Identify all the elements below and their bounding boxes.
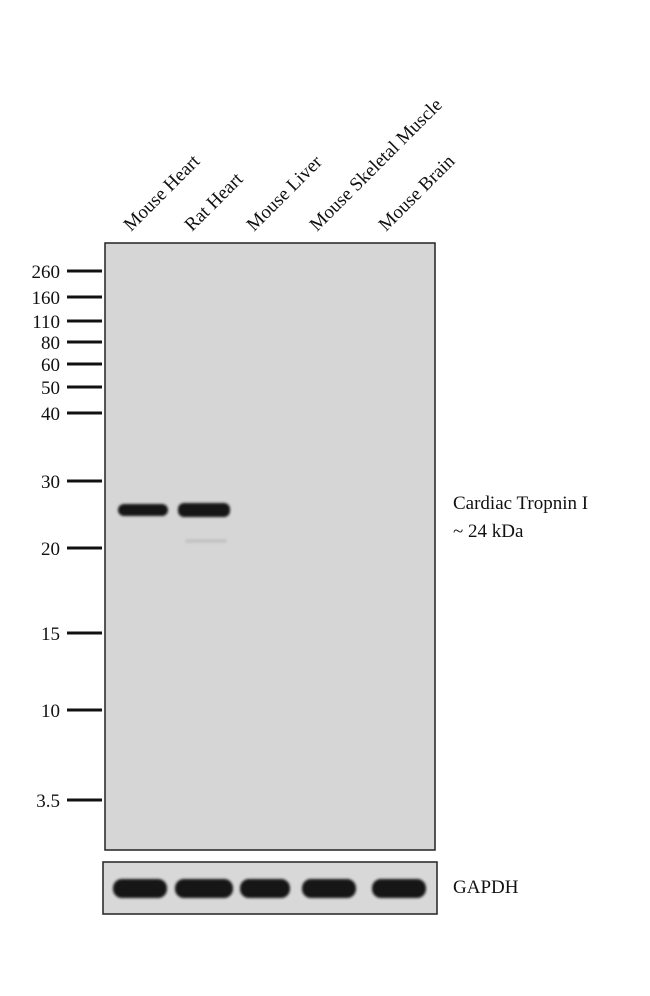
marker-label: 160 [32, 288, 61, 309]
gapdh-band [175, 879, 233, 898]
target-name: Cardiac Tropnin I [453, 493, 588, 514]
band [118, 504, 168, 516]
loading-control-label: GAPDH [453, 877, 519, 898]
marker-label: 30 [41, 472, 60, 493]
marker-label: 40 [41, 404, 60, 425]
marker-label: 60 [41, 355, 60, 376]
target-size: ~ 24 kDa [453, 521, 524, 542]
gapdh-band [240, 879, 290, 898]
marker-label: 10 [41, 701, 60, 722]
gapdh-band [372, 879, 426, 898]
marker-label: 80 [41, 333, 60, 354]
band [178, 503, 230, 517]
marker-label: 20 [41, 539, 60, 560]
marker-label: 110 [32, 312, 60, 333]
gapdh-band [302, 879, 356, 898]
marker-label: 50 [41, 378, 60, 399]
marker-label: 3.5 [36, 791, 60, 812]
gapdh-band [113, 879, 167, 898]
marker-label: 260 [32, 262, 61, 283]
marker-label: 15 [41, 624, 60, 645]
faint-band [185, 539, 227, 543]
blot-membrane [104, 242, 436, 851]
lane-label: Mouse Skeletal Muscle [306, 95, 447, 236]
